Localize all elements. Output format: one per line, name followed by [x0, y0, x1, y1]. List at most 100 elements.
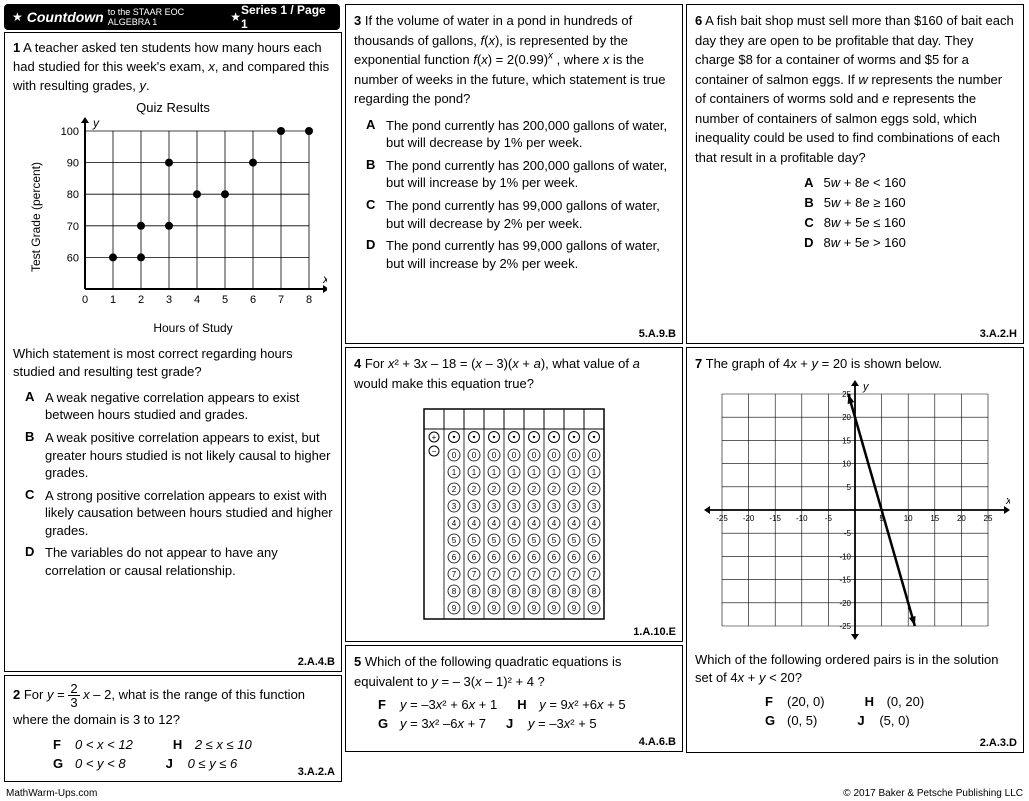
svg-text:6: 6 — [512, 553, 517, 562]
svg-text:9: 9 — [572, 604, 577, 613]
q5-body: 5 Which of the following quadratic equat… — [354, 652, 674, 691]
svg-text:8: 8 — [512, 587, 517, 596]
svg-text:8: 8 — [306, 294, 312, 306]
svg-text:5: 5 — [592, 536, 597, 545]
standard-code: 4.A.6.B — [639, 736, 676, 748]
svg-text:x: x — [1005, 495, 1010, 507]
answer-C: 8w + 5e ≤ 160 — [824, 215, 906, 230]
bubble-grid: +−00000000111111112222222233333333444444… — [354, 403, 674, 626]
svg-text:4: 4 — [512, 519, 517, 528]
q6-body: 6 A fish bait shop must sell more than $… — [695, 11, 1015, 167]
svg-text:0: 0 — [572, 451, 577, 460]
svg-text:0: 0 — [452, 451, 457, 460]
header-series: Series 1 / Page 1 — [241, 3, 332, 31]
q2-answers: F0 < x < 12 H2 ≤ x ≤ 10 G0 < y < 8 J0 ≤ … — [53, 737, 333, 771]
svg-text:7: 7 — [572, 570, 577, 579]
question-2: 2 For y = 23 x – 2, what is the range of… — [4, 675, 342, 782]
page-footer: MathWarm-Ups.com © 2017 Baker & Petsche … — [6, 788, 1023, 799]
q-number: 3 — [354, 13, 361, 28]
q-number: 4 — [354, 356, 361, 371]
svg-text:-25: -25 — [839, 622, 851, 631]
svg-text:5: 5 — [492, 536, 497, 545]
q7-prompt: Which of the following ordered pairs is … — [695, 651, 1015, 689]
column-3: 6 A fish bait shop must sell more than $… — [686, 32, 1024, 782]
svg-text:1: 1 — [452, 468, 457, 477]
svg-text:5: 5 — [472, 536, 477, 545]
svg-text:5: 5 — [222, 294, 228, 306]
answer-B: The pond currently has 200,000 gallons o… — [386, 157, 674, 192]
answer-F: y = –3x² + 6x + 1 — [400, 697, 497, 712]
svg-text:9: 9 — [452, 604, 457, 613]
q6-answers: A5w + 8e < 160 B5w + 8e ≥ 160 C8w + 5e ≤… — [695, 175, 1015, 250]
svg-text:1: 1 — [110, 294, 116, 306]
svg-text:1: 1 — [472, 468, 477, 477]
footer-left: MathWarm-Ups.com — [6, 788, 97, 799]
svg-text:8: 8 — [592, 587, 597, 596]
answer-C: A strong positive correlation appears to… — [45, 487, 333, 540]
svg-text:2: 2 — [572, 485, 577, 494]
svg-text:6: 6 — [572, 553, 577, 562]
svg-text:x: x — [322, 272, 327, 286]
question-5: 5 Which of the following quadratic equat… — [345, 645, 683, 752]
answer-D: 8w + 5e > 160 — [823, 235, 905, 250]
question-3: 3 If the volume of water in a pond in hu… — [345, 4, 683, 344]
answer-C: The pond currently has 99,000 gallons of… — [386, 197, 674, 232]
answer-H: y = 9x² +6x + 5 — [539, 697, 625, 712]
svg-text:-15: -15 — [769, 514, 781, 523]
svg-text:80: 80 — [67, 189, 79, 201]
svg-text:-25: -25 — [716, 514, 728, 523]
svg-text:4: 4 — [532, 519, 537, 528]
svg-text:3: 3 — [572, 502, 577, 511]
q-text: A teacher asked ten students how many ho… — [13, 40, 329, 93]
svg-text:8: 8 — [552, 587, 557, 596]
scatter-chart: Test Grade (percent) yx01234567860708090… — [29, 117, 333, 317]
svg-text:5: 5 — [552, 536, 557, 545]
answer-A: 5w + 8e < 160 — [823, 175, 905, 190]
svg-text:3: 3 — [492, 502, 497, 511]
answer-B: A weak positive correlation appears to e… — [45, 429, 333, 482]
footer-right: © 2017 Baker & Petsche Publishing LLC — [843, 788, 1023, 799]
svg-text:9: 9 — [592, 604, 597, 613]
svg-text:2: 2 — [552, 485, 557, 494]
svg-text:100: 100 — [61, 126, 79, 138]
svg-text:0: 0 — [472, 451, 477, 460]
header-title: Countdown — [27, 9, 104, 25]
svg-text:6: 6 — [472, 553, 477, 562]
svg-text:1: 1 — [592, 468, 597, 477]
svg-text:5: 5 — [532, 536, 537, 545]
svg-text:8: 8 — [452, 587, 457, 596]
svg-text:-15: -15 — [839, 575, 851, 584]
svg-text:9: 9 — [492, 604, 497, 613]
svg-text:5: 5 — [847, 482, 852, 491]
svg-text:-10: -10 — [796, 514, 808, 523]
svg-text:2: 2 — [592, 485, 597, 494]
svg-text:0: 0 — [82, 294, 88, 306]
svg-text:2: 2 — [492, 485, 497, 494]
svg-text:6: 6 — [452, 553, 457, 562]
y-axis-label: Test Grade (percent) — [29, 162, 43, 272]
svg-text:7: 7 — [592, 570, 597, 579]
answer-F: (20, 0) — [787, 694, 825, 709]
svg-text:15: 15 — [842, 436, 851, 445]
svg-text:3: 3 — [592, 502, 597, 511]
answer-H: (0, 20) — [887, 694, 925, 709]
q7-body: 7 The graph of 4x + y = 20 is shown belo… — [695, 354, 1015, 374]
answer-G: (0, 5) — [787, 713, 817, 728]
standard-code: 2.A.3.D — [980, 737, 1017, 749]
svg-text:3: 3 — [552, 502, 557, 511]
svg-text:-20: -20 — [743, 514, 755, 523]
svg-text:10: 10 — [842, 459, 851, 468]
svg-text:1: 1 — [512, 468, 517, 477]
answer-J: 0 ≤ y ≤ 6 — [188, 756, 238, 771]
svg-text:1: 1 — [572, 468, 577, 477]
svg-text:6: 6 — [532, 553, 537, 562]
column-2: 3 If the volume of water in a pond in hu… — [345, 32, 683, 782]
standard-code: 1.A.10.E — [633, 626, 676, 638]
svg-text:1: 1 — [552, 468, 557, 477]
standard-code: 5.A.9.B — [639, 328, 676, 340]
svg-text:9: 9 — [472, 604, 477, 613]
header-left: ★ Countdown to the STAAR EOC ALGEBRA 1 ★ — [12, 7, 241, 27]
svg-text:7: 7 — [552, 570, 557, 579]
svg-text:8: 8 — [472, 587, 477, 596]
q1-body: 1 A teacher asked ten students how many … — [13, 39, 333, 96]
